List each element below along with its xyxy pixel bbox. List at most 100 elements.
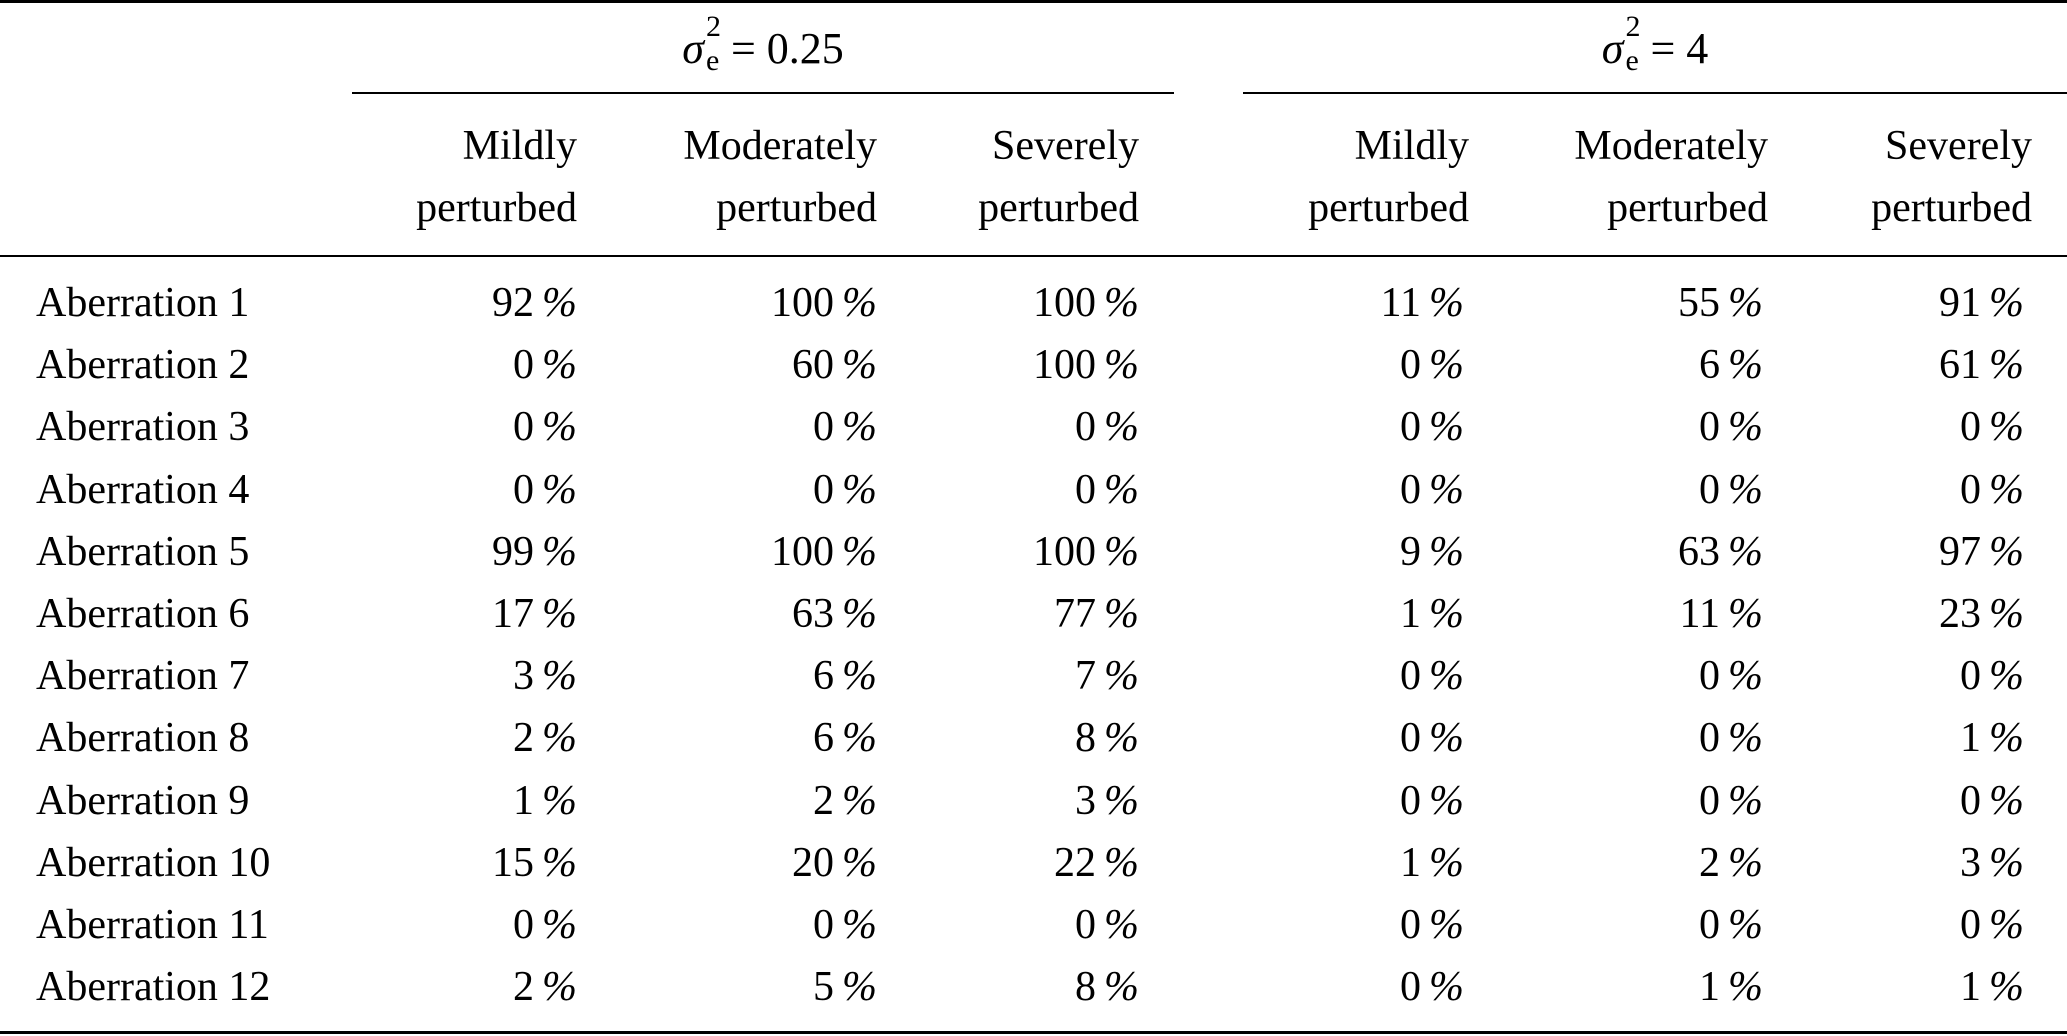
cell-value: 6: [813, 715, 834, 762]
table-cell: 0%: [1464, 396, 1763, 458]
percent-sign: %: [1989, 342, 2024, 389]
row-label: Aberration 11: [36, 901, 269, 948]
column-header: Mildly perturbed: [416, 123, 577, 231]
percent-sign: %: [1728, 653, 1763, 700]
cell-value: 0: [1400, 901, 1421, 948]
cell-value: 0: [813, 404, 834, 451]
cell-value: 100: [1033, 528, 1096, 575]
table-cell: 100%: [577, 272, 877, 334]
percent-sign: %: [1728, 342, 1763, 389]
table-cell: 92%: [352, 272, 577, 334]
cell-value: 100: [1033, 280, 1096, 327]
cell-value: 0: [1400, 404, 1421, 451]
table-cell: 20%: [577, 832, 877, 894]
percent-sign: %: [1429, 839, 1464, 886]
row-label: Aberration 6: [36, 591, 250, 638]
cell-value: 0: [1699, 901, 1720, 948]
table-row: Aberration 4 0% 0% 0% 0% 0% 0%: [0, 459, 2024, 521]
table-cell: 0%: [1464, 459, 1763, 521]
percent-sign: %: [542, 342, 577, 389]
cell-value: 0: [513, 342, 534, 389]
table-cell: 1%: [1209, 583, 1464, 645]
table-cell: 1%: [352, 770, 577, 832]
cell-value: 2: [513, 964, 534, 1011]
table-cell: 2%: [352, 956, 577, 1018]
percent-sign: %: [1104, 715, 1139, 762]
table-cell: 0%: [1464, 707, 1763, 769]
table-cell: 22%: [877, 832, 1139, 894]
percent-sign: %: [1989, 653, 2024, 700]
percent-sign: %: [1104, 901, 1139, 948]
percent-sign: %: [842, 653, 877, 700]
cell-value: 1: [1699, 964, 1720, 1011]
group-header-value: = 0.25: [730, 23, 844, 73]
cell-value: 3: [513, 653, 534, 700]
cell-value: 77: [1054, 591, 1096, 638]
percent-sign: %: [842, 777, 877, 824]
cell-value: 100: [771, 528, 834, 575]
cell-value: 6: [1699, 342, 1720, 389]
percent-sign: %: [1104, 280, 1139, 327]
table-cell: 0%: [1763, 396, 2024, 458]
table-cell: 0%: [1464, 894, 1763, 956]
group-rule-left: [352, 92, 1174, 94]
column-header: Severely perturbed: [1871, 123, 2032, 231]
table-cell: 100%: [877, 334, 1139, 396]
table-cell: 61%: [1763, 334, 2024, 396]
cell-value: 1: [513, 777, 534, 824]
row-label: Aberration 9: [36, 777, 250, 824]
superscript: 2: [705, 10, 721, 43]
cell-value: 91: [1939, 280, 1981, 327]
superscript: 2: [1625, 10, 1641, 43]
cell-value: 0: [1400, 466, 1421, 513]
table-cell: 99%: [352, 521, 577, 583]
percent-sign: %: [1989, 280, 2024, 327]
table-cell: 63%: [577, 583, 877, 645]
percent-sign: %: [1728, 777, 1763, 824]
table-cell: 0%: [877, 894, 1139, 956]
percent-sign: %: [1728, 964, 1763, 1011]
percent-sign: %: [1429, 342, 1464, 389]
table-cell: 0%: [577, 459, 877, 521]
table-cell: 1%: [1763, 956, 2024, 1018]
table-body: Aberration 1 92% 100% 100% 11% 55% 91% Aberrati…: [0, 272, 2024, 1018]
table-cell: 0%: [1209, 770, 1464, 832]
sigma-sup-sub: 2 e: [705, 10, 721, 76]
cell-value: 92: [492, 280, 534, 327]
percent-sign: %: [1989, 964, 2024, 1011]
cell-value: 0: [1699, 653, 1720, 700]
cell-value: 0: [1960, 777, 1981, 824]
table-cell: 1%: [1464, 956, 1763, 1018]
percent-sign: %: [542, 528, 577, 575]
row-label: Aberration 10: [36, 839, 271, 886]
row-label: Aberration 8: [36, 715, 250, 762]
cell-value: 8: [1075, 715, 1096, 762]
percent-sign: %: [542, 839, 577, 886]
cell-value: 0: [1960, 653, 1981, 700]
table-cell: 0%: [1763, 894, 2024, 956]
table-cell: 0%: [1209, 956, 1464, 1018]
percent-sign: %: [1989, 715, 2024, 762]
table-cell: 100%: [877, 272, 1139, 334]
group-gap: [1139, 521, 1209, 583]
table-cell: 100%: [577, 521, 877, 583]
cell-value: 22: [1054, 839, 1096, 886]
table-cell: 0%: [1209, 396, 1464, 458]
table-cell: 0%: [1763, 645, 2024, 707]
table-cell: 0%: [577, 396, 877, 458]
group-header-sigma-4: σ 2 e = 4: [1243, 12, 2067, 78]
percent-sign: %: [1104, 466, 1139, 513]
percent-sign: %: [842, 901, 877, 948]
percent-sign: %: [542, 901, 577, 948]
cell-value: 0: [1699, 777, 1720, 824]
percent-sign: %: [1429, 528, 1464, 575]
group-gap: [1139, 334, 1209, 396]
percent-sign: %: [1429, 466, 1464, 513]
percent-sign: %: [1429, 280, 1464, 327]
sigma-symbol: σ: [682, 23, 704, 73]
percent-sign: %: [1104, 404, 1139, 451]
table-cell: 0%: [1209, 334, 1464, 396]
row-label: Aberration 5: [36, 528, 250, 575]
percent-sign: %: [1104, 777, 1139, 824]
table-cell: 7%: [877, 645, 1139, 707]
